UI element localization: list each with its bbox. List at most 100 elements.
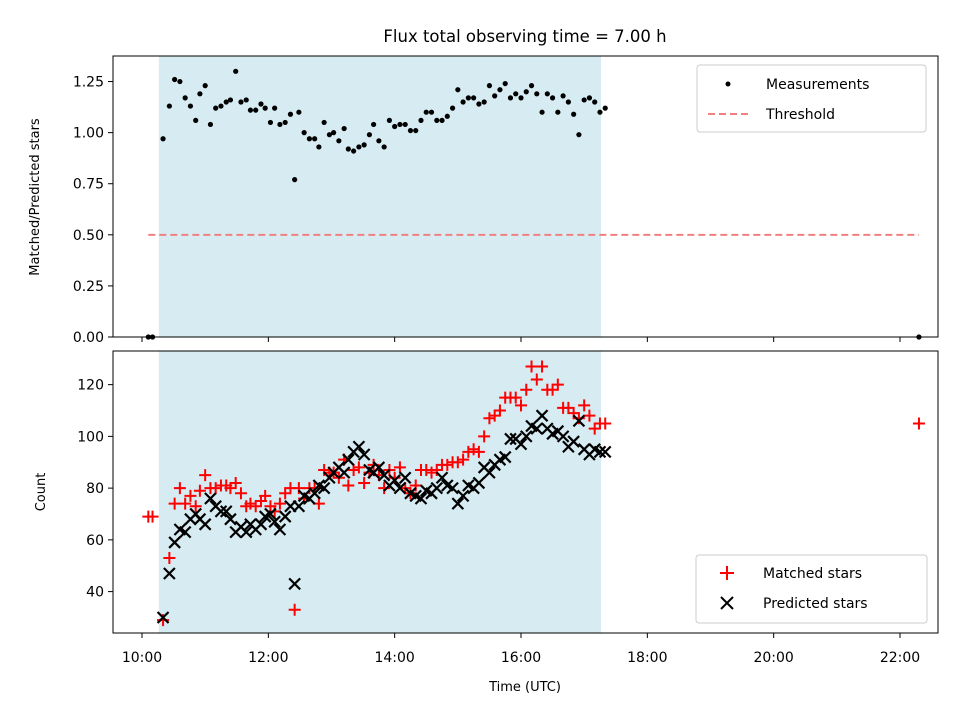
matched-star-point [249,500,262,513]
y-axis-label: Count [34,473,49,512]
measurement-point [560,93,566,99]
y-axis-ticks: 40 60 80 100 120 [77,378,113,601]
matched-star-point [483,412,496,425]
measurement-point [481,99,487,105]
predicted-star-point [593,445,607,459]
measurement-point [366,132,372,138]
measurement-point [336,138,342,144]
measurement-point [386,117,393,123]
legend-marker-matched [720,566,734,580]
measurement-point [321,119,327,126]
legend-frame [696,64,927,133]
predicted-star-point [168,536,181,549]
measurement-point [555,109,561,115]
predicted-star-point [214,505,228,518]
matched-star-point [163,551,176,564]
measurement-point [253,107,259,113]
x-tick-label: 10:00 [122,650,162,666]
predicted-star-point [352,440,366,454]
measurement-point [486,83,493,89]
predicted-star-point [519,430,533,443]
matched-star-point [451,456,464,469]
predicted-star-point [567,435,580,448]
measurement-point [571,111,577,117]
measurement-point [316,144,322,150]
x-tick-label: 22:00 [880,650,920,666]
measurement-point [434,117,440,123]
matched-star-point [912,417,925,430]
y-tick-label: 0.75 [73,177,104,193]
predicted-star-point [224,512,237,526]
matched-star-point [509,391,522,404]
measurement-point [528,83,535,89]
observing-span-band [158,351,602,633]
x-axis-ticks [141,337,901,342]
y-axis-label: Matched/Predicted stars [28,118,43,276]
measurement-point [345,146,351,152]
measurement-point [518,95,524,101]
measurement-point [376,138,382,144]
matched-star-point [536,360,549,373]
measurement-point [341,125,347,132]
measurement-point [471,95,477,101]
observing-span-band [158,56,602,337]
measurement-point [213,105,219,111]
measurement-point [392,123,398,130]
matched-star-point [352,461,365,474]
measurement-point [418,117,424,123]
y-tick-label: 0.25 [73,279,104,295]
predicted-star-point [435,471,449,485]
axes-frame [112,350,939,634]
predicted-star-point [288,577,301,591]
matched-star-point [358,476,371,489]
matched-star-point [588,422,601,435]
matched-star-point [578,399,591,412]
measurement-point [326,132,332,138]
matched-star-point [462,445,475,458]
matched-star-point [273,497,286,510]
measurement-point [602,105,608,111]
axes-frame [112,55,939,338]
measurement-point [523,89,529,95]
panel-ratio: 0.00 0.25 0.50 0.75 1.00 1.25 Matched/Predict… [28,55,939,346]
matched-star-point [279,487,292,500]
predicted-star-point [219,505,233,518]
predicted-star-point [530,422,544,435]
predicted-star-point [254,518,268,531]
measurement-point [371,121,377,128]
matched-star-point [199,469,212,482]
matched-star-point [493,404,506,417]
legend-label-threshold: Threshold [765,107,835,123]
y-tick-label: 40 [86,585,104,601]
matched-star-point [583,409,596,422]
predicted-star-point [278,510,292,523]
observing-span [158,351,602,633]
matched-star-point [472,445,485,458]
predicted-star-point [317,481,331,495]
predicted-star-point [535,409,549,422]
predicted-star-point [337,466,351,479]
measurement-point [233,68,239,74]
measurement-point [193,117,199,123]
legend: Matched stars Predicted stars [695,554,928,624]
predicted-star-point [268,515,281,529]
measurement-point [218,103,224,109]
predicted-star-point [456,489,470,503]
matched-star-point [347,464,360,477]
measurement-point [592,99,598,105]
measurement-point [292,177,298,183]
measurement-point [576,132,582,138]
measurement-point [413,127,419,134]
y-axis-ticks: 0.00 0.25 0.50 0.75 1.00 1.25 [73,75,113,346]
matched-star-point [425,466,438,479]
y-tick-label: 1.00 [73,126,104,142]
measurement-point [497,87,503,93]
measurement-point [581,97,587,103]
measurement-point [166,103,172,109]
predicted-star-point [239,525,253,539]
matched-star-point [478,430,491,443]
measurement-point [177,78,183,85]
matched-star-point [457,453,470,466]
matched-star-point [168,497,181,510]
measurement-point [238,99,244,105]
